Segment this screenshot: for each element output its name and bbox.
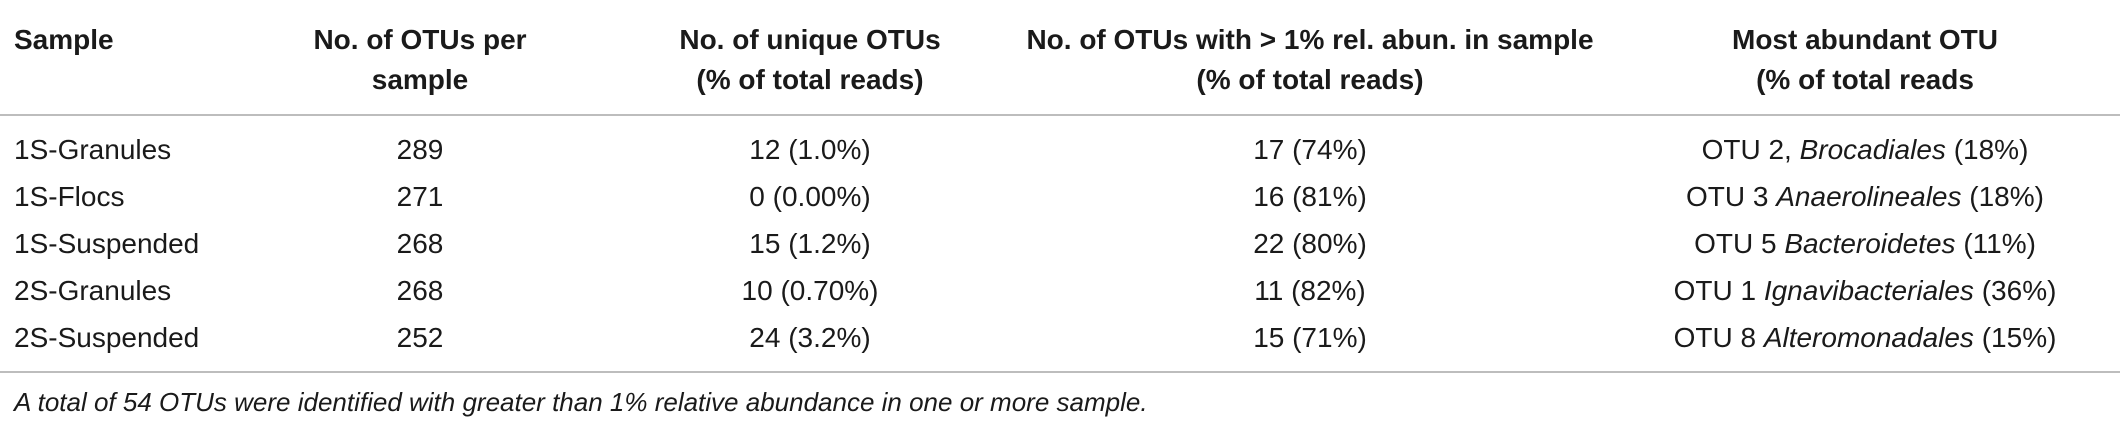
cell-unique-otus: 12 (1.0%) [749,133,871,165]
otu-taxon: Bacteroidetes [1784,227,1956,259]
cell-sample: 2S-Suspended [0,314,230,373]
header-otus-over-1pct-line2: (% of total reads) [1196,64,1424,95]
cell-otus-per-sample: 268 [396,227,444,259]
cell-otus-over-1pct: 16 (81%) [1253,180,1367,212]
cell-unique-otus: 15 (1.2%) [749,227,871,259]
otu-id: OTU 5 [1694,227,1777,259]
header-otus-per-sample-line2: sample [371,64,469,95]
table-body: 1S-Granules 289 12 (1.0%) 17 (74%) OTU 2… [0,115,2120,373]
otu-id: OTU 1 [1673,274,1757,306]
otu-percent: (11%) [1963,227,2036,259]
cell-most-abundant-otu: OTU 3 Anaerolineales (18%) [1610,173,2120,220]
otu-taxon: Alteromonadales [1763,321,1974,353]
cell-otus-over-1pct: 15 (71%) [1010,314,1610,373]
table-row: 1S-Granules 289 12 (1.0%) 17 (74%) OTU 2… [0,115,2120,173]
table-row: 2S-Suspended 252 24 (3.2%) 15 (71%) OTU … [0,314,2120,373]
cell-otus-per-sample: 289 [396,133,444,165]
header-otus-per-sample-line1: No. of OTUs per [313,24,527,55]
cell-unique-otus: 0 (0.00%) [749,180,871,212]
otu-id: OTU 8 [1673,321,1757,353]
header-otus-per-sample: No. of OTUs per sample [230,0,610,116]
header-most-abundant-otu: Most abundant OTU (% of total reads [1610,0,2120,116]
table-row: 2S-Granules 268 10 (0.70%) 11 (82%) OTU … [0,267,2120,314]
cell-unique-otus: 24 (3.2%) [610,314,1010,373]
otu-summary-table: Sample No. of OTUs per sample No. of uni… [0,0,2120,373]
table-header: Sample No. of OTUs per sample No. of uni… [0,0,2120,116]
cell-unique-otus: 10 (0.70%) [741,274,879,306]
otu-percent: (36%) [1981,274,2057,306]
cell-otus-per-sample: 268 [396,274,444,306]
cell-sample: 1S-Suspended [14,227,200,259]
header-sample: Sample [0,0,230,116]
cell-most-abundant-otu: OTU 2, Brocadiales (18%) [1610,115,2120,173]
otu-percent: (15%) [1981,321,2057,353]
table-row: 1S-Suspended 268 15 (1.2%) 22 (80%) OTU … [0,220,2120,267]
table-row: 1S-Flocs 271 0 (0.00%) 16 (81%) OTU 3 An… [0,173,2120,220]
otu-id: OTU 2, [1701,133,1792,165]
cell-most-abundant-otu: OTU 5 Bacteroidetes (11%) [1610,220,2120,267]
otu-taxon: Ignavibacteriales [1763,274,1974,306]
cell-most-abundant-otu: OTU 1 Ignavibacteriales (36%) [1610,267,2120,314]
otu-taxon: Brocadiales [1799,133,1946,165]
cell-most-abundant-otu: OTU 8 Alteromonadales (15%) [1610,314,2120,373]
header-unique-otus: No. of unique OTUs (% of total reads) [610,0,1010,116]
cell-otus-over-1pct: 17 (74%) [1253,133,1367,165]
cell-sample: 1S-Granules [14,133,172,165]
header-otus-over-1pct: No. of OTUs with > 1% rel. abun. in samp… [1010,0,1610,116]
cell-sample: 2S-Granules [14,274,172,306]
otu-percent: (18%) [1953,133,2029,165]
otu-taxon: Anaerolineales [1776,180,1962,212]
header-most-abundant-otu-line2: (% of total reads [1756,64,1974,95]
header-row: Sample No. of OTUs per sample No. of uni… [0,0,2120,116]
otu-id: OTU 3 [1686,180,1769,212]
header-sample-label: Sample [14,24,114,55]
cell-sample: 1S-Flocs [14,180,125,212]
header-most-abundant-otu-line1: Most abundant OTU [1732,24,1998,55]
otu-percent: (18%) [1969,180,2044,212]
cell-otus-over-1pct: 11 (82%) [1254,274,1366,306]
cell-otus-over-1pct: 22 (80%) [1253,227,1367,259]
cell-otus-per-sample: 271 [396,180,444,212]
cell-otus-per-sample: 252 [230,314,610,373]
table-footnote: A total of 54 OTUs were identified with … [14,387,1148,417]
header-otus-over-1pct-line1: No. of OTUs with > 1% rel. abun. in samp… [1026,24,1594,55]
header-unique-otus-line1: No. of unique OTUs [679,24,941,55]
header-unique-otus-line2: (% of total reads) [696,64,924,95]
